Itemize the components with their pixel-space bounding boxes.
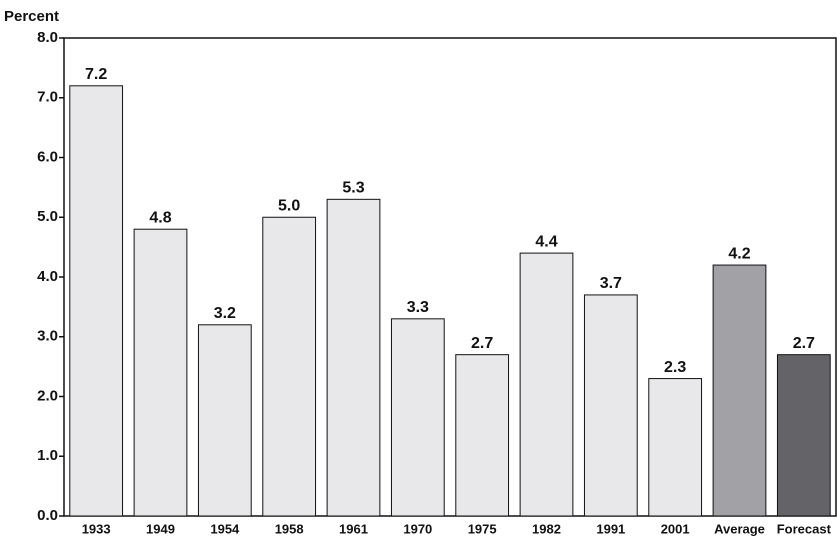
x-tick-label: 1970 [403, 521, 432, 536]
bar [326, 198, 381, 517]
y-tick-label: 1.0 [37, 447, 58, 464]
value-label: 4.4 [535, 233, 557, 250]
y-tick-label: 7.0 [37, 89, 58, 106]
value-label: 2.7 [471, 335, 493, 352]
value-label: 4.2 [728, 245, 750, 262]
value-label: 3.2 [214, 305, 236, 322]
y-tick-label: 2.0 [37, 387, 58, 404]
y-tick-label: 6.0 [37, 148, 58, 165]
bar [69, 85, 124, 517]
bar [455, 354, 510, 517]
x-tick-label: 1954 [210, 521, 240, 536]
y-tick-label: 5.0 [37, 208, 58, 225]
x-tick-label: 1961 [339, 521, 368, 536]
value-label: 4.8 [149, 209, 171, 226]
bar [648, 378, 703, 517]
x-tick-label: 1933 [82, 521, 111, 536]
x-tick-label: Average [714, 521, 765, 536]
value-label: 2.7 [793, 335, 815, 352]
value-label: 2.3 [664, 359, 686, 376]
bar [776, 354, 831, 517]
x-tick-label: 1975 [468, 521, 497, 536]
bar [390, 318, 445, 517]
value-label: 3.3 [407, 299, 429, 316]
bar [712, 264, 767, 517]
x-tick-label: 1958 [275, 521, 304, 536]
x-tick-label: 1982 [532, 521, 561, 536]
value-label: 5.3 [342, 180, 364, 197]
y-axis-label: Percent [4, 8, 59, 25]
bar [519, 252, 574, 517]
y-tick-label: 0.0 [37, 507, 58, 524]
x-tick-label: 1949 [146, 521, 175, 536]
y-tick-label: 4.0 [37, 268, 58, 285]
bar [197, 324, 252, 517]
bar [262, 216, 317, 517]
bar [583, 294, 638, 517]
value-label: 7.2 [85, 66, 107, 83]
x-tick-label: Forecast [777, 521, 832, 536]
x-tick-label: 1991 [596, 521, 625, 536]
value-label: 3.7 [600, 275, 622, 292]
value-label: 5.0 [278, 197, 300, 214]
bar [133, 228, 188, 517]
y-tick-label: 8.0 [37, 29, 58, 46]
x-tick-label: 2001 [661, 521, 690, 536]
y-tick-label: 3.0 [37, 328, 58, 345]
